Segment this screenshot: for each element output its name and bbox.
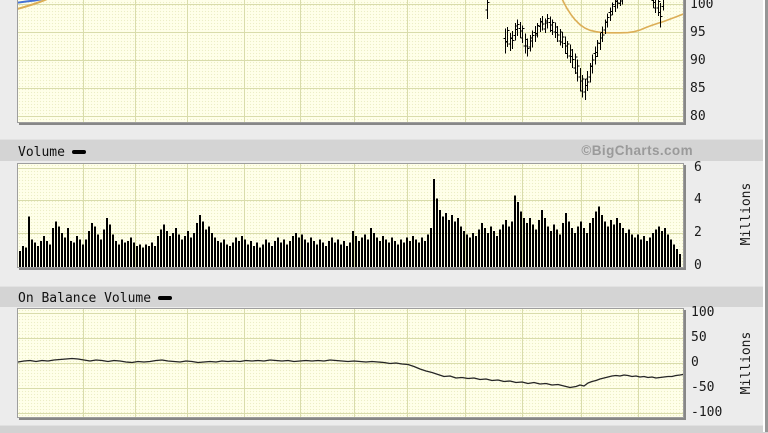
volume-axis-unit-label: Millions bbox=[739, 182, 754, 246]
y-axis-tick: 90 bbox=[690, 53, 706, 68]
y-axis-tick: 6 bbox=[694, 160, 702, 175]
y-axis-tick: 100 bbox=[691, 305, 715, 320]
y-axis-tick: 95 bbox=[690, 25, 706, 40]
y-axis-tick: -50 bbox=[691, 380, 715, 395]
y-axis-tick: 50 bbox=[691, 330, 707, 345]
obv-label: On Balance Volume bbox=[18, 291, 152, 306]
window-right-edge bbox=[763, 0, 768, 432]
obv-panel-plot bbox=[17, 308, 684, 418]
volume-legend-dash-icon bbox=[71, 149, 86, 154]
obv-legend-dash-icon bbox=[158, 295, 173, 300]
obv-axis-unit-label: Millions bbox=[739, 331, 754, 395]
volume-label: Volume bbox=[18, 145, 65, 160]
obv-chart bbox=[18, 309, 683, 417]
volume-panel-plot bbox=[17, 163, 684, 268]
bigcharts-watermark: ©BigCharts.com bbox=[581, 143, 693, 158]
obv-panel-header: On Balance Volume bbox=[0, 286, 768, 307]
y-axis-tick: -100 bbox=[691, 405, 723, 420]
volume-chart bbox=[18, 164, 683, 267]
price-chart bbox=[18, 0, 683, 122]
y-axis-tick: 100 bbox=[690, 0, 714, 12]
y-axis-tick: 0 bbox=[694, 258, 702, 273]
y-axis-tick: 2 bbox=[694, 225, 702, 240]
y-axis-tick: 4 bbox=[694, 192, 702, 207]
price-panel-plot bbox=[17, 0, 684, 123]
y-axis-tick: 85 bbox=[690, 81, 706, 96]
volume-panel-header: Volume ©BigCharts.com bbox=[0, 139, 768, 161]
y-axis-tick: 80 bbox=[690, 109, 706, 124]
y-axis-tick: 0 bbox=[691, 355, 699, 370]
next-panel-header-cutoff bbox=[0, 425, 768, 433]
